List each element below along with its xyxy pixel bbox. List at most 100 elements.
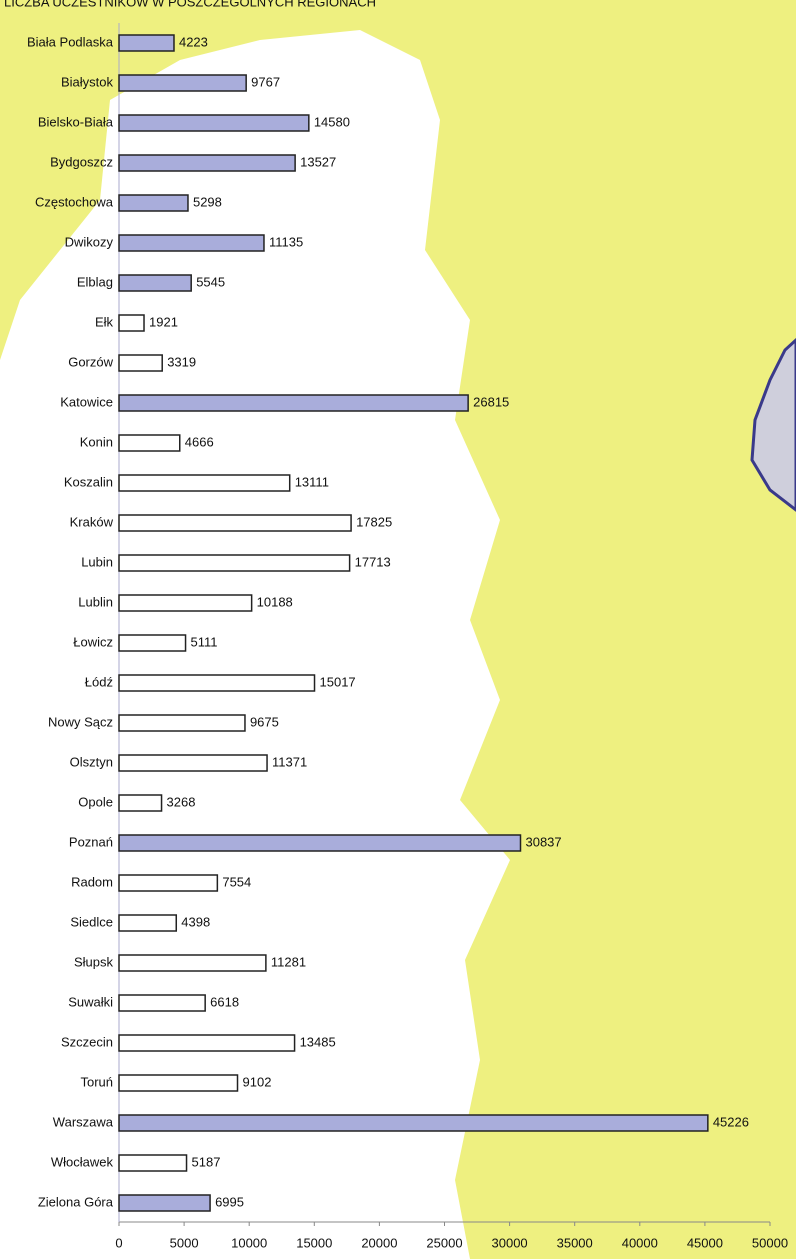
y-tick-label: Łowicz [73,634,113,649]
x-tick-label: 35000 [557,1235,593,1250]
y-tick-label: Suwałki [68,994,113,1009]
bar [118,754,268,772]
value-label: 9102 [243,1074,272,1089]
bar [118,874,219,892]
y-tick-label: Bielsko-Biała [38,114,114,129]
value-label: 26815 [473,394,509,409]
x-tick-label: 40000 [622,1235,658,1250]
x-tick-label: 15000 [296,1235,332,1250]
value-label: 4666 [185,434,214,449]
y-tick-label: Białystok [61,74,114,89]
y-tick-label: Słupsk [74,954,114,969]
y-tick-label: Łódź [85,674,113,689]
y-tick-label: Częstochowa [35,194,114,209]
chart-title: LICZBA UCZESTNIKÓW W POSZCZEGÓLNYCH REGI… [4,0,376,9]
value-label: 6995 [215,1194,244,1209]
value-label: 7554 [222,874,251,889]
x-tick-label: 45000 [687,1235,723,1250]
bar [118,634,187,652]
bar [118,1034,296,1052]
x-tick-label: 20000 [361,1235,397,1250]
bar [118,794,163,812]
bar [118,74,247,92]
bar [118,354,163,372]
value-label: 3319 [167,354,196,369]
y-tick-label: Poznań [69,834,113,849]
bar [118,34,175,52]
bar [118,514,352,532]
y-tick-label: Konin [80,434,113,449]
y-tick-label: Radom [71,874,113,889]
value-label: 11281 [271,954,306,969]
value-label: 6618 [210,994,239,1009]
value-label: 4223 [179,34,208,49]
y-tick-label: Opole [78,794,113,809]
y-tick-label: Bydgoszcz [50,154,113,169]
value-label: 13485 [300,1034,336,1049]
x-tick-label: 10000 [231,1235,267,1250]
bar [118,394,469,412]
bar [118,1194,211,1212]
value-label: 9767 [251,74,280,89]
bar [118,1114,709,1132]
bar [118,274,192,292]
y-tick-label: Gorzów [68,354,113,369]
bar [118,1154,188,1172]
y-tick-label: Koszalin [64,474,113,489]
y-tick-label: Lublin [78,594,113,609]
bar [118,474,291,492]
value-label: 17825 [356,514,392,529]
value-label: 4398 [181,914,210,929]
value-label: 11371 [272,754,307,769]
bar [118,714,246,732]
bar [118,954,267,972]
y-tick-label: Dwikozy [65,234,114,249]
y-tick-label: Nowy Sącz [48,714,113,729]
y-tick-label: Siedlce [70,914,113,929]
y-tick-label: Warszawa [53,1114,114,1129]
bar [118,914,178,932]
y-tick-label: Biała Podlaska [27,34,114,49]
x-tick-label: 25000 [426,1235,462,1250]
bar [118,674,316,692]
value-label: 1921 [149,314,178,329]
y-tick-label: Olsztyn [70,754,113,769]
value-label: 30837 [525,834,561,849]
value-label: 5111 [191,634,218,649]
y-tick-label: Szczecin [61,1034,113,1049]
value-label: 14580 [314,114,350,129]
bar [118,114,310,132]
bar [118,994,206,1012]
x-tick-label: 0 [115,1235,122,1250]
value-label: 45226 [713,1114,749,1129]
y-tick-label: Lubin [81,554,113,569]
value-label: 5545 [196,274,225,289]
bar [118,194,189,212]
y-tick-label: Katowice [60,394,113,409]
bar [118,594,253,612]
map-fragment [750,337,796,512]
y-tick-label: Zielona Góra [38,1194,114,1209]
y-tick-label: Ełk [95,314,114,329]
value-label: 10188 [257,594,293,609]
value-label: 13111 [295,474,329,489]
y-tick-label: Toruń [80,1074,113,1089]
y-tick-label: Kraków [70,514,114,529]
value-label: 3268 [167,794,196,809]
bar [118,834,522,852]
value-label: 5298 [193,194,222,209]
bar [118,234,265,252]
value-label: 5187 [192,1154,221,1169]
y-tick-label: Włocławek [51,1154,114,1169]
x-tick-label: 50000 [752,1235,788,1250]
value-label: 13527 [300,154,336,169]
x-tick-label: 5000 [170,1235,199,1250]
bar [118,1074,239,1092]
x-tick-label: 30000 [492,1235,528,1250]
bar [118,154,296,172]
bar [118,434,181,452]
value-label: 9675 [250,714,279,729]
value-label: 17713 [355,554,391,569]
